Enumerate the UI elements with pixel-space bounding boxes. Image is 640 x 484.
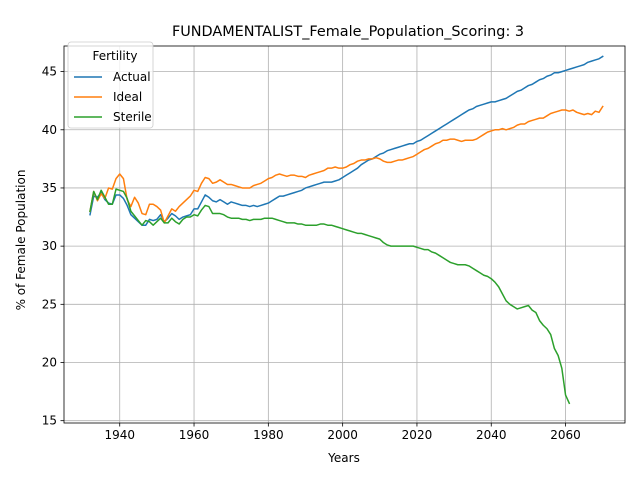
x-tick-label: 1980 — [253, 428, 284, 442]
y-tick-label: 30 — [42, 239, 57, 253]
y-tick-label: 25 — [42, 297, 57, 311]
y-axis-label: % of Female Population — [14, 170, 28, 311]
legend-label-sterile: Sterile — [113, 110, 152, 124]
x-tick-label: 2000 — [327, 428, 358, 442]
axis-ticks: 1940 1960 1980 2000 2020 2040 2060 15 20 25 30 35 40… — [42, 65, 581, 442]
x-tick-label: 1940 — [104, 428, 135, 442]
x-tick-label: 2060 — [550, 428, 581, 442]
x-tick-label: 2040 — [476, 428, 507, 442]
legend-title: Fertility — [92, 49, 137, 63]
x-tick-label: 1960 — [179, 428, 210, 442]
legend-label-actual: Actual — [113, 70, 151, 84]
chart-title: FUNDAMENTALIST_Female_Population_Scoring… — [172, 24, 524, 40]
legend-label-ideal: Ideal — [113, 90, 142, 104]
x-axis-label: Years — [327, 451, 360, 465]
series-line-sterile — [89, 188, 571, 405]
y-tick-label: 45 — [42, 65, 57, 79]
legend-box — [67, 41, 154, 129]
x-tick-label: 2020 — [402, 428, 433, 442]
y-tick-label: 20 — [42, 355, 57, 369]
grid — [64, 46, 625, 423]
legend: Fertility Actual Ideal Sterile — [67, 41, 154, 129]
y-tick-label: 15 — [42, 414, 57, 428]
y-tick-label: 35 — [42, 181, 57, 195]
series-lines — [89, 55, 604, 405]
plot-frame — [63, 45, 626, 424]
series-line-ideal — [89, 105, 604, 224]
y-tick-label: 40 — [42, 123, 57, 137]
series-line-actual — [89, 55, 604, 226]
